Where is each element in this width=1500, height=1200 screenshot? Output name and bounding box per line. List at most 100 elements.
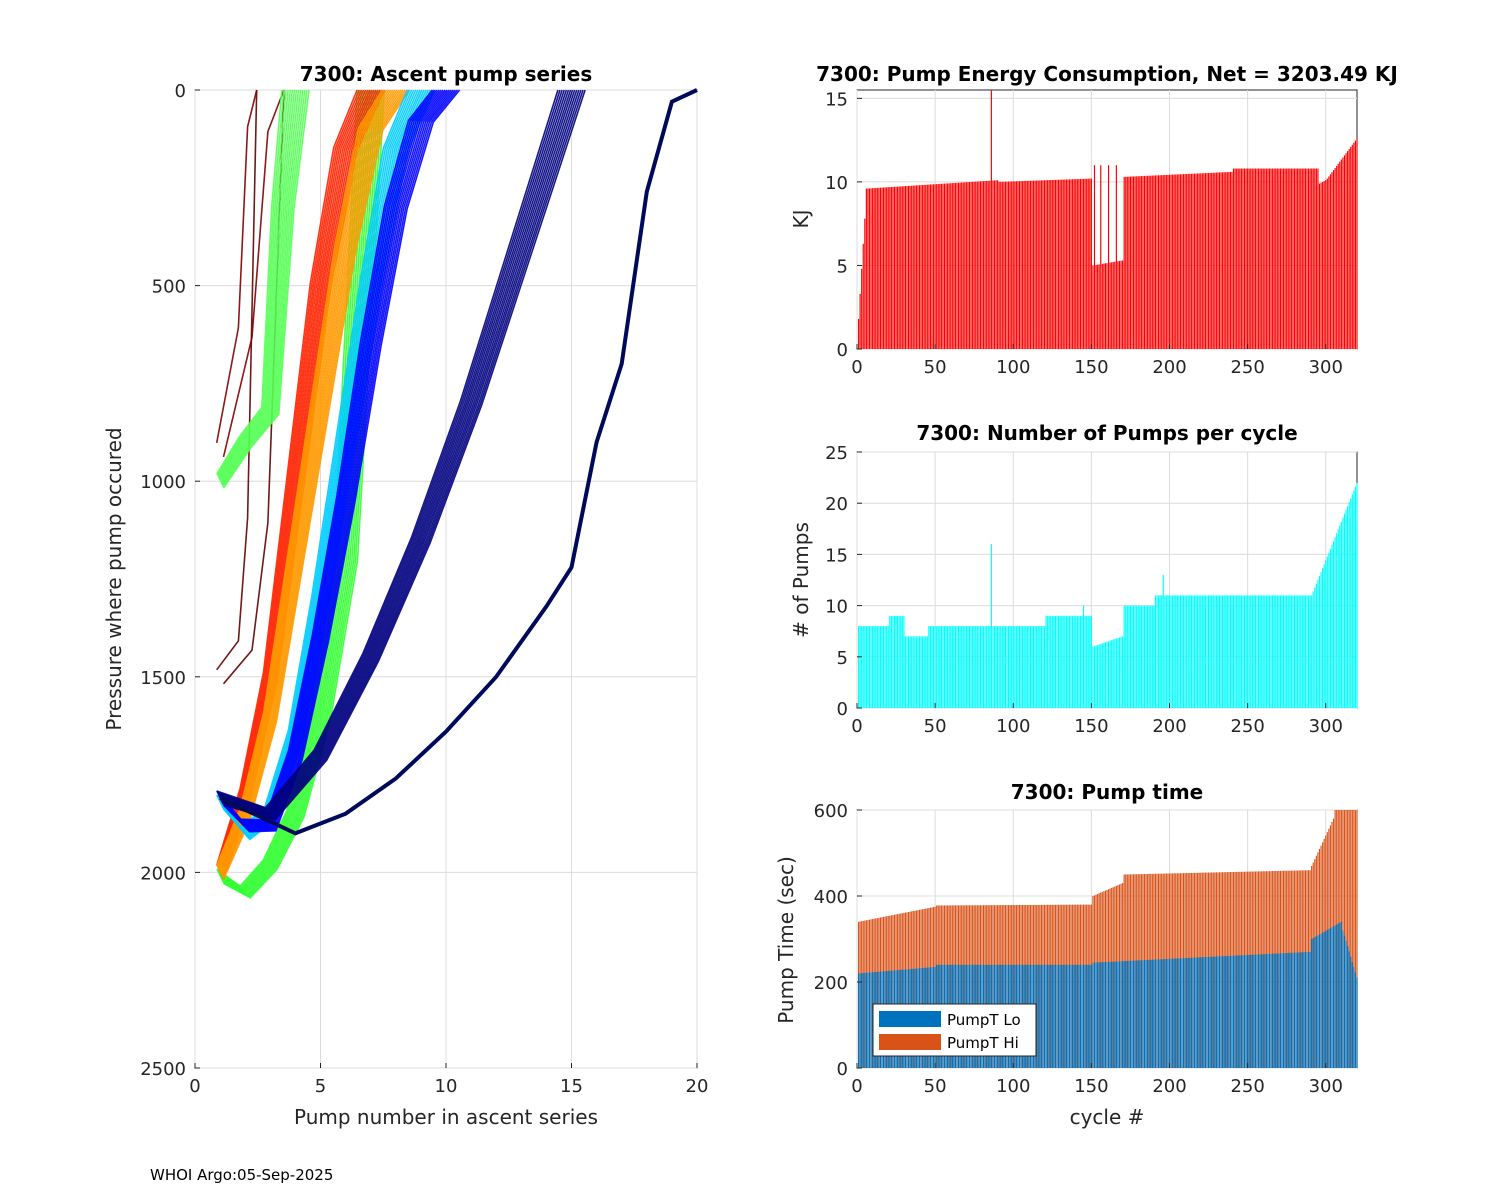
bar-lo bbox=[1275, 953, 1277, 1068]
bar bbox=[1265, 595, 1267, 708]
bar bbox=[1028, 180, 1030, 349]
bar bbox=[1059, 615, 1061, 708]
bar-lo bbox=[1276, 953, 1278, 1068]
bar bbox=[1347, 506, 1349, 708]
bar bbox=[1184, 595, 1186, 708]
bar bbox=[1106, 641, 1108, 708]
bar bbox=[857, 318, 860, 349]
bar bbox=[1257, 595, 1260, 708]
bar bbox=[998, 181, 1000, 349]
bar-lo bbox=[1356, 977, 1358, 1068]
bar bbox=[1351, 494, 1353, 708]
bar bbox=[1292, 168, 1294, 349]
bar bbox=[882, 187, 885, 349]
bar bbox=[1142, 605, 1144, 708]
bar bbox=[1236, 168, 1238, 349]
y-tick-label: 20 bbox=[825, 494, 848, 515]
bar bbox=[1179, 174, 1182, 349]
bar bbox=[881, 187, 883, 349]
bar-lo bbox=[1045, 964, 1047, 1068]
bar bbox=[1226, 172, 1228, 349]
bar bbox=[1032, 626, 1035, 708]
bar bbox=[1162, 175, 1164, 349]
bar-lo bbox=[1137, 960, 1139, 1068]
x-tick-label: 300 bbox=[1309, 357, 1343, 378]
y-tick-label: 400 bbox=[814, 887, 848, 908]
bar-lo bbox=[1167, 958, 1169, 1068]
bar bbox=[1318, 575, 1321, 708]
pumps-bars bbox=[857, 482, 1358, 708]
bar bbox=[1257, 168, 1260, 349]
bar-lo bbox=[1189, 957, 1191, 1068]
bar bbox=[1331, 544, 1333, 708]
bar bbox=[1137, 605, 1139, 708]
bar bbox=[911, 185, 913, 349]
bar bbox=[961, 626, 963, 708]
bar-lo bbox=[1093, 962, 1096, 1068]
y-tick-label: 25 bbox=[825, 443, 848, 464]
bar bbox=[1342, 157, 1344, 349]
bar bbox=[898, 615, 900, 708]
ascent-series-line bbox=[219, 89, 396, 873]
bar bbox=[965, 626, 967, 708]
bar bbox=[875, 187, 877, 349]
bar bbox=[937, 626, 939, 708]
bar bbox=[1040, 180, 1042, 349]
bar-lo bbox=[1056, 964, 1058, 1068]
bar-lo bbox=[1312, 938, 1314, 1068]
bar bbox=[997, 180, 999, 349]
bar-lo bbox=[1109, 961, 1111, 1068]
bar bbox=[1170, 174, 1172, 349]
bar bbox=[881, 626, 883, 708]
bar-lo bbox=[1289, 952, 1291, 1068]
ascent-series-line bbox=[218, 89, 294, 481]
bar bbox=[1279, 595, 1282, 708]
pumps-ticks: 0 50 100 150 200 250 300 0 5 10 15 20 25 bbox=[825, 443, 1343, 737]
bar bbox=[1128, 176, 1130, 349]
bar-lo bbox=[1343, 935, 1346, 1068]
bar bbox=[893, 615, 896, 708]
bar-lo bbox=[1272, 953, 1274, 1068]
bar bbox=[918, 636, 921, 708]
bar-lo bbox=[1353, 967, 1355, 1068]
bar bbox=[967, 626, 969, 708]
bar-lo bbox=[1303, 952, 1305, 1068]
bar bbox=[1003, 181, 1005, 349]
bar bbox=[1107, 165, 1110, 349]
bar bbox=[907, 185, 910, 349]
bar-lo bbox=[1037, 964, 1039, 1068]
ascent-series-line bbox=[217, 89, 363, 868]
bar bbox=[943, 183, 946, 349]
bar bbox=[1242, 168, 1244, 349]
ascent-series-line bbox=[217, 89, 440, 824]
bar bbox=[870, 626, 872, 708]
bar bbox=[1281, 595, 1283, 708]
bar bbox=[943, 626, 946, 708]
bar bbox=[1243, 168, 1246, 349]
bar-hi bbox=[1350, 810, 1352, 1068]
bar bbox=[956, 626, 958, 708]
y-tick-label: 0 bbox=[837, 1059, 848, 1080]
bar bbox=[862, 626, 864, 708]
bar bbox=[1068, 179, 1071, 349]
bar bbox=[1307, 595, 1310, 708]
bar-lo bbox=[1340, 921, 1342, 1068]
bar bbox=[1053, 615, 1055, 708]
bar bbox=[1217, 595, 1219, 708]
y-tick-label: 10 bbox=[825, 597, 848, 618]
bar bbox=[995, 626, 997, 708]
bar bbox=[972, 181, 974, 349]
bar-lo bbox=[1339, 922, 1341, 1068]
bar bbox=[967, 182, 969, 349]
bar bbox=[1343, 155, 1346, 349]
energy-bars bbox=[857, 90, 1358, 349]
bar bbox=[995, 180, 997, 349]
bar bbox=[1036, 626, 1038, 708]
bar bbox=[1175, 174, 1177, 349]
bar bbox=[1203, 595, 1205, 708]
bar bbox=[1215, 172, 1217, 349]
bar-lo bbox=[1322, 932, 1324, 1068]
bar-lo bbox=[1278, 953, 1280, 1068]
bar bbox=[900, 186, 902, 349]
pumps-panel: 0 50 100 150 200 250 300 0 5 10 15 20 25 7300: Numbe… bbox=[789, 421, 1358, 737]
